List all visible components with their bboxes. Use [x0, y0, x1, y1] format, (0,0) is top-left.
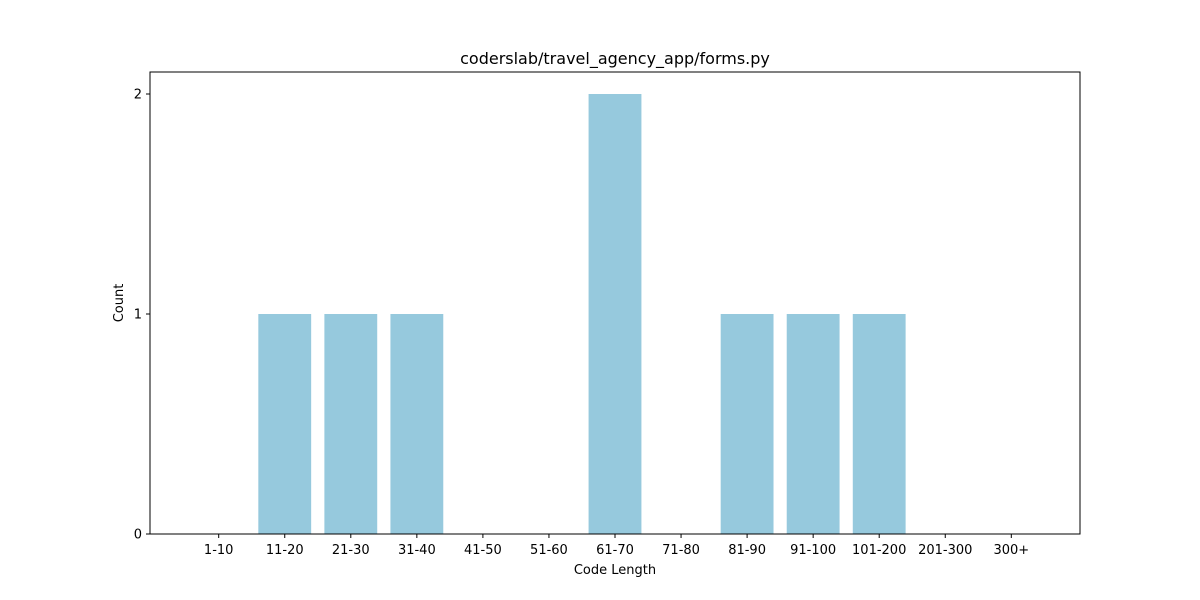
y-axis-label: Count	[112, 284, 127, 323]
bar-101-200	[852, 314, 906, 534]
x-tick-label: 91-100	[790, 543, 836, 558]
bar-81-90	[720, 314, 774, 534]
x-tick-label: 21-30	[332, 543, 370, 558]
x-axis-label: Code Length	[574, 563, 656, 578]
x-tick-label: 201-300	[918, 543, 972, 558]
x-tick-label: 71-80	[662, 543, 700, 558]
bar-31-40	[390, 314, 444, 534]
x-tick-label: 300+	[993, 543, 1029, 558]
bar-21-30	[324, 314, 378, 534]
bars-group	[258, 94, 906, 534]
bar-11-20	[258, 314, 312, 534]
bar-91-100	[786, 314, 840, 534]
bar-61-70	[588, 94, 642, 534]
x-axis-ticks: 1-10 11-20 21-30 31-40 41-50 51-60 61-70 71-80 8…	[204, 534, 1029, 558]
x-tick-label: 11-20	[266, 543, 304, 558]
y-axis-ticks: 0 1 2	[134, 88, 150, 543]
y-tick-label: 0	[134, 528, 142, 543]
x-tick-label: 61-70	[596, 543, 634, 558]
x-tick-label: 81-90	[728, 543, 766, 558]
x-tick-label: 41-50	[464, 543, 502, 558]
x-tick-label: 101-200	[852, 543, 906, 558]
x-tick-label: 31-40	[398, 543, 436, 558]
x-tick-label: 1-10	[204, 543, 234, 558]
chart-title: coderslab/travel_agency_app/forms.py	[460, 49, 770, 69]
y-tick-label: 1	[134, 308, 142, 323]
x-tick-label: 51-60	[530, 543, 568, 558]
y-tick-label: 2	[134, 88, 142, 103]
